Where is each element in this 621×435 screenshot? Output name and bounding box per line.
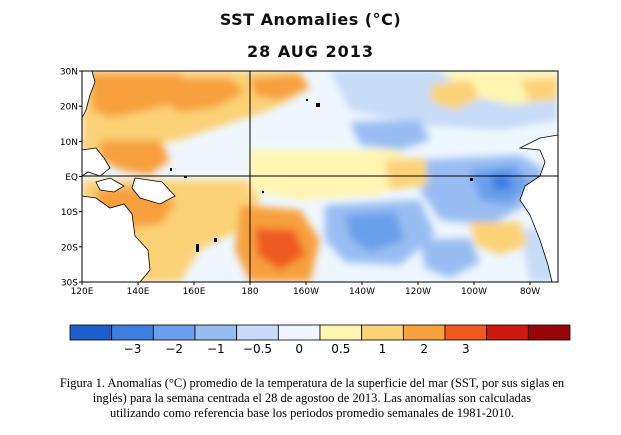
lon-label: 160W bbox=[293, 287, 319, 297]
colorbar-swatch bbox=[319, 324, 363, 341]
land-masses bbox=[82, 71, 558, 282]
caption-line-1: Figura 1. Anomalías (°C) promedio de la … bbox=[59, 376, 565, 390]
lat-label: 20S bbox=[61, 243, 78, 253]
lon-label: 120W bbox=[405, 287, 431, 297]
colorbar-tick-label: 2 bbox=[420, 342, 428, 356]
lon-label: 140E bbox=[127, 287, 150, 297]
map-date: 28 AUG 2013 bbox=[247, 42, 374, 61]
colorbar: −3 −2 −1 −0.5 0 0.5 1 2 3 bbox=[69, 324, 571, 356]
colorbar-swatch bbox=[111, 324, 154, 341]
lon-label: 120E bbox=[71, 287, 94, 297]
lat-label: EQ bbox=[65, 173, 78, 183]
colorbar-swatch bbox=[152, 324, 196, 341]
lon-label: 80W bbox=[520, 287, 540, 297]
colorbar-swatch bbox=[361, 324, 404, 341]
colorbar-swatch bbox=[527, 324, 571, 341]
longitude-axis: 120E 140E 160E 180 160W 140W 120W 100W 80W bbox=[71, 282, 540, 297]
colorbar-tick-label: 1 bbox=[379, 342, 387, 356]
colorbar-tick-label: 0 bbox=[295, 342, 303, 356]
colorbar-tick-label: −1 bbox=[207, 342, 225, 356]
anomaly-field bbox=[82, 71, 558, 282]
colorbar-swatch bbox=[402, 324, 446, 341]
lon-label: 180 bbox=[241, 287, 258, 297]
colorbar-swatch bbox=[486, 324, 529, 341]
lon-label: 100W bbox=[461, 287, 487, 297]
colorbar-tick-label: −2 bbox=[165, 342, 183, 356]
colorbar-swatch bbox=[277, 324, 321, 341]
colorbar-swatch bbox=[444, 324, 488, 341]
caption-line-3: utilizando como referencia base los peri… bbox=[109, 406, 515, 420]
colorbar-tick-label: −0.5 bbox=[243, 342, 272, 356]
colorbar-tick-label: 0.5 bbox=[331, 342, 350, 356]
figure-caption: Figura 1. Anomalías (°C) promedio de la … bbox=[32, 376, 592, 421]
latitude-axis: 30N 20N 10N EQ 10S 20S 30S bbox=[60, 68, 82, 289]
lat-label: 30S bbox=[61, 279, 78, 289]
lat-label: 10S bbox=[61, 208, 78, 218]
colorbar-swatch bbox=[69, 324, 113, 341]
colorbar-swatch bbox=[194, 324, 238, 341]
colorbar-swatch bbox=[236, 324, 279, 341]
map-title: SST Anomalies (°C) bbox=[219, 10, 402, 29]
lat-label: 30N bbox=[60, 68, 78, 78]
lon-label: 140W bbox=[349, 287, 375, 297]
colorbar-tick-label: −3 bbox=[124, 342, 142, 356]
colorbar-tick-label: 3 bbox=[462, 342, 470, 356]
small-islands bbox=[170, 99, 473, 252]
sst-anomaly-map: 30N 20N 10N EQ 10S 20S 30S 120E 140E 160E 180 160W… bbox=[60, 68, 571, 356]
lat-label: 20N bbox=[60, 103, 78, 113]
caption-line-2: inglés) para la semana centrada el 28 de… bbox=[92, 391, 532, 405]
lat-label: 10N bbox=[60, 138, 78, 148]
lon-label: 160E bbox=[183, 287, 206, 297]
